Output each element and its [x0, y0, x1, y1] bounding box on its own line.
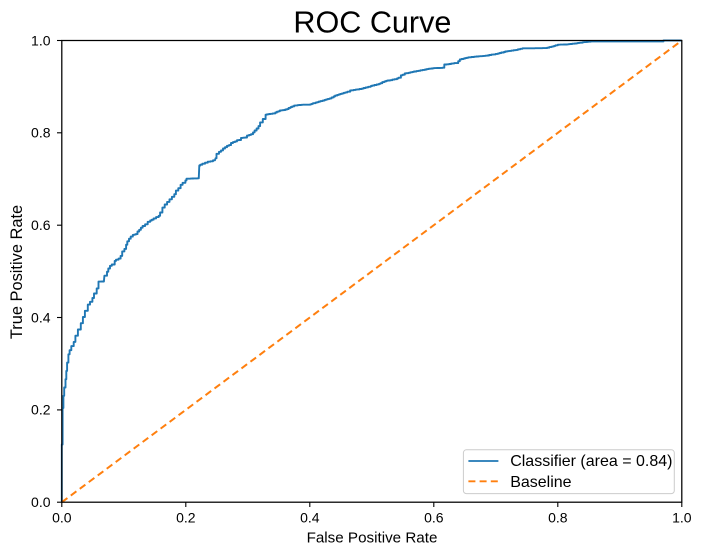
svg-text:0.4: 0.4 [300, 509, 320, 525]
svg-text:0.0: 0.0 [52, 509, 72, 525]
svg-text:False Positive Rate: False Positive Rate [307, 530, 438, 547]
svg-text:0.2: 0.2 [176, 509, 196, 525]
svg-text:Baseline: Baseline [510, 474, 571, 491]
svg-text:1.0: 1.0 [31, 32, 51, 48]
svg-text:ROC Curve: ROC Curve [293, 6, 451, 40]
svg-text:0.6: 0.6 [424, 509, 444, 525]
svg-text:0.2: 0.2 [31, 402, 51, 418]
svg-text:True Positive Rate: True Positive Rate [8, 205, 26, 339]
svg-text:0.4: 0.4 [31, 309, 51, 325]
svg-text:Classifier (area = 0.84): Classifier (area = 0.84) [510, 453, 672, 470]
svg-text:0.0: 0.0 [31, 494, 51, 510]
svg-text:0.8: 0.8 [31, 125, 51, 141]
svg-text:0.6: 0.6 [31, 217, 51, 233]
svg-text:1.0: 1.0 [672, 509, 692, 525]
svg-text:0.8: 0.8 [548, 509, 568, 525]
